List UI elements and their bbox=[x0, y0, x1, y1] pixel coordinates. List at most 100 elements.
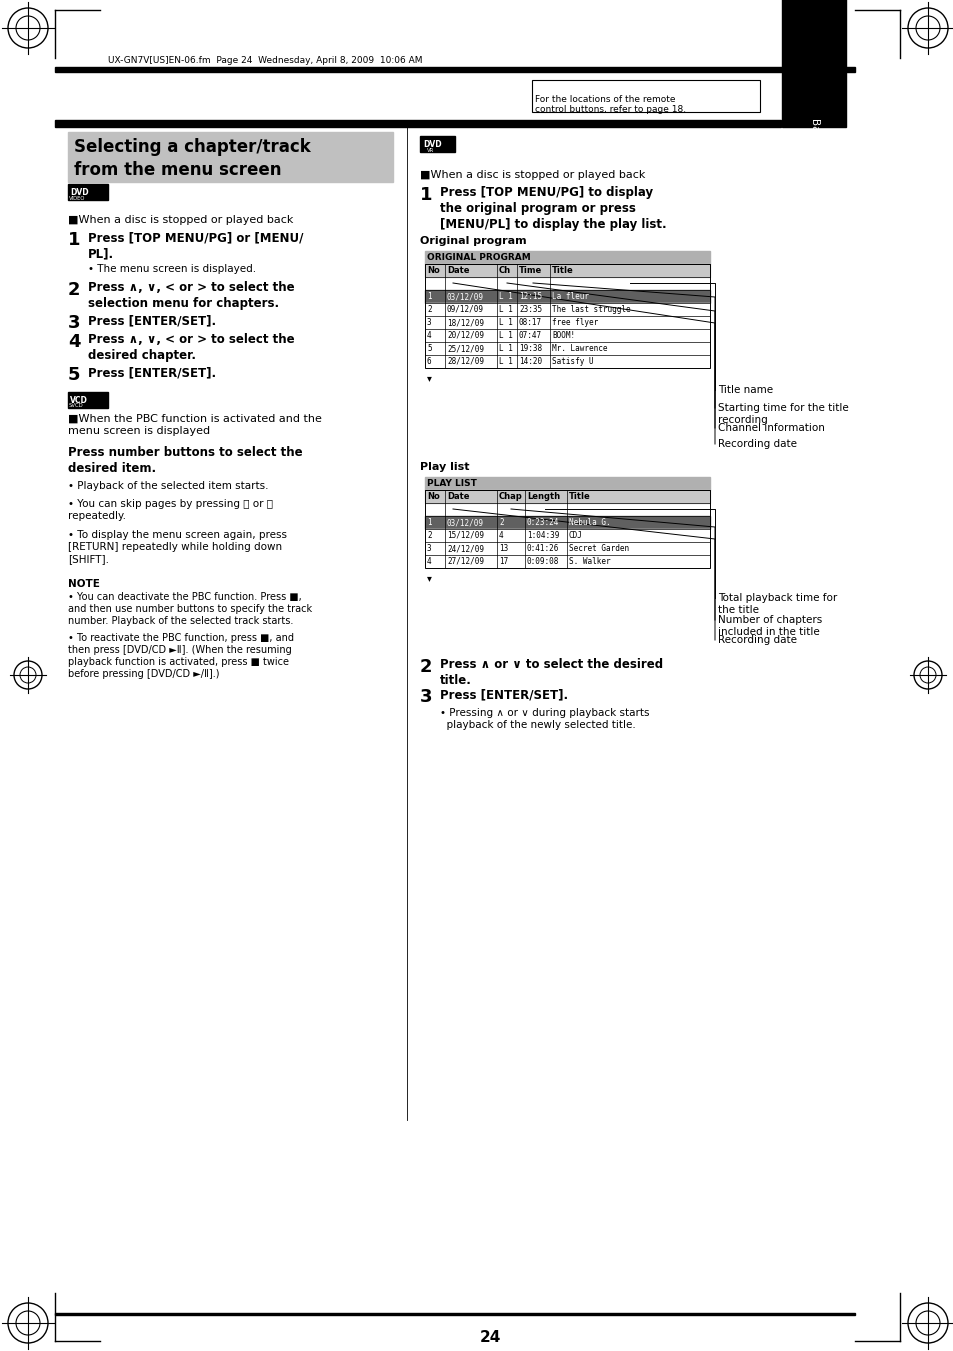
Text: For the locations of the remote
control buttons, refer to page 18.: For the locations of the remote control … bbox=[535, 95, 685, 115]
Text: Title: Title bbox=[568, 492, 590, 501]
Text: Title: Title bbox=[552, 266, 573, 276]
Bar bbox=[424, 555, 709, 567]
Text: 03/12/09: 03/12/09 bbox=[447, 517, 483, 527]
Text: Ch: Ch bbox=[498, 266, 511, 276]
Text: 2: 2 bbox=[427, 531, 431, 540]
Text: 6: 6 bbox=[427, 357, 431, 366]
Text: ■When a disc is stopped or played back: ■When a disc is stopped or played back bbox=[68, 215, 294, 226]
Text: 18/12/09: 18/12/09 bbox=[447, 317, 483, 327]
Text: • Pressing ∧ or ∨ during playback starts
  playback of the newly selected title.: • Pressing ∧ or ∨ during playback starts… bbox=[439, 708, 649, 731]
Text: Selecting a chapter/track
from the menu screen: Selecting a chapter/track from the menu … bbox=[74, 138, 311, 178]
Bar bbox=[424, 490, 709, 503]
Text: 09/12/09: 09/12/09 bbox=[447, 305, 483, 313]
Text: BOOM!: BOOM! bbox=[552, 331, 575, 340]
Text: 4: 4 bbox=[68, 332, 80, 351]
Text: 28/12/09: 28/12/09 bbox=[447, 357, 483, 366]
Text: 0:41:26: 0:41:26 bbox=[526, 544, 558, 553]
Text: 03/12/09: 03/12/09 bbox=[447, 292, 483, 301]
Bar bbox=[424, 477, 709, 490]
Bar bbox=[424, 355, 709, 367]
Text: Length: Length bbox=[526, 492, 559, 501]
Bar bbox=[424, 303, 709, 316]
Text: 20/12/09: 20/12/09 bbox=[447, 331, 483, 340]
Text: L 1: L 1 bbox=[498, 345, 513, 353]
Text: 5: 5 bbox=[68, 366, 80, 384]
Bar bbox=[781, 0, 845, 127]
Text: 2: 2 bbox=[498, 517, 503, 527]
Text: 0:23:24: 0:23:24 bbox=[526, 517, 558, 527]
Text: UX-GN7V[US]EN-06.fm  Page 24  Wednesday, April 8, 2009  10:06 AM: UX-GN7V[US]EN-06.fm Page 24 Wednesday, A… bbox=[108, 55, 422, 65]
Text: • To reactivate the PBC function, press ■, and
then press [DVD/CD ►Ⅱ]. (When the: • To reactivate the PBC function, press … bbox=[68, 634, 294, 680]
Bar bbox=[424, 263, 709, 277]
Text: 2: 2 bbox=[419, 658, 432, 676]
Text: ■When the PBC function is activated and the
menu screen is displayed: ■When the PBC function is activated and … bbox=[68, 413, 321, 436]
Text: 17: 17 bbox=[498, 557, 508, 566]
Bar bbox=[424, 342, 709, 355]
Text: DVD: DVD bbox=[422, 141, 441, 149]
Text: 1: 1 bbox=[68, 231, 80, 249]
Bar bbox=[424, 316, 709, 330]
Text: 2: 2 bbox=[427, 305, 431, 313]
Text: Starting time for the title
recording: Starting time for the title recording bbox=[718, 403, 848, 424]
Bar bbox=[419, 136, 455, 153]
Text: 25/12/09: 25/12/09 bbox=[447, 345, 483, 353]
Text: Basic operations of disc/file playback: Basic operations of disc/file playback bbox=[809, 118, 820, 312]
Text: 0:09:08: 0:09:08 bbox=[526, 557, 558, 566]
Text: Press number buttons to select the
desired item.: Press number buttons to select the desir… bbox=[68, 446, 302, 476]
Text: La fleur: La fleur bbox=[552, 292, 588, 301]
Text: L 1: L 1 bbox=[498, 357, 513, 366]
Text: Recording date: Recording date bbox=[718, 439, 796, 449]
Text: Press [TOP MENU/PG] to display
the original program or press
[MENU/PL] to displa: Press [TOP MENU/PG] to display the origi… bbox=[439, 186, 666, 231]
Text: Press ∧, ∨, < or > to select the
desired chapter.: Press ∧, ∨, < or > to select the desired… bbox=[88, 332, 294, 362]
Text: The last struggle: The last struggle bbox=[552, 305, 630, 313]
Text: free flyer: free flyer bbox=[552, 317, 598, 327]
Text: Press ∧, ∨, < or > to select the
selection menu for chapters.: Press ∧, ∨, < or > to select the selecti… bbox=[88, 281, 294, 309]
Text: 07:47: 07:47 bbox=[518, 331, 541, 340]
Bar bbox=[424, 542, 709, 555]
Text: • Playback of the selected item starts.: • Playback of the selected item starts. bbox=[68, 481, 268, 490]
Text: VIDEO: VIDEO bbox=[69, 196, 85, 201]
Bar bbox=[55, 68, 854, 72]
Text: 24: 24 bbox=[478, 1329, 500, 1346]
Text: • The menu screen is displayed.: • The menu screen is displayed. bbox=[88, 263, 255, 274]
Text: • You can deactivate the PBC function. Press ■,
and then use number buttons to s: • You can deactivate the PBC function. P… bbox=[68, 592, 312, 626]
Text: 2: 2 bbox=[68, 281, 80, 299]
Text: ORIGINAL PROGRAM: ORIGINAL PROGRAM bbox=[427, 253, 530, 262]
Bar bbox=[424, 290, 709, 303]
Text: L 1: L 1 bbox=[498, 331, 513, 340]
Text: L 1: L 1 bbox=[498, 305, 513, 313]
Text: 4: 4 bbox=[427, 557, 431, 566]
Text: Date: Date bbox=[447, 266, 469, 276]
FancyBboxPatch shape bbox=[532, 80, 760, 112]
Text: 1:04:39: 1:04:39 bbox=[526, 531, 558, 540]
Text: • To display the menu screen again, press
[RETURN] repeatedly while holding down: • To display the menu screen again, pres… bbox=[68, 530, 287, 563]
Text: 3: 3 bbox=[68, 313, 80, 332]
Bar bbox=[55, 1313, 854, 1315]
Text: Original program: Original program bbox=[419, 236, 526, 246]
Text: No: No bbox=[427, 266, 439, 276]
Text: Satisfy U: Satisfy U bbox=[552, 357, 593, 366]
Bar bbox=[68, 184, 108, 200]
Text: CDJ: CDJ bbox=[568, 531, 582, 540]
Text: Total playback time for
the title: Total playback time for the title bbox=[718, 593, 837, 615]
Bar bbox=[424, 530, 709, 542]
Text: Chap: Chap bbox=[498, 492, 522, 501]
Text: 15/12/09: 15/12/09 bbox=[447, 531, 483, 540]
Bar bbox=[68, 392, 108, 408]
Text: 4: 4 bbox=[427, 331, 431, 340]
Text: 23:35: 23:35 bbox=[518, 305, 541, 313]
Text: Number of chapters
included in the title: Number of chapters included in the title bbox=[718, 615, 821, 636]
Text: 3: 3 bbox=[427, 317, 431, 327]
Text: Recording date: Recording date bbox=[718, 635, 796, 644]
Text: 27/12/09: 27/12/09 bbox=[447, 557, 483, 566]
Text: VR: VR bbox=[427, 149, 434, 153]
Text: Press [ENTER/SET].: Press [ENTER/SET]. bbox=[88, 313, 216, 327]
Text: L 1: L 1 bbox=[498, 292, 513, 301]
Text: Title name: Title name bbox=[718, 385, 772, 394]
Text: ▾: ▾ bbox=[427, 373, 432, 382]
Bar bbox=[424, 251, 709, 263]
Text: 19:38: 19:38 bbox=[518, 345, 541, 353]
Text: 5: 5 bbox=[427, 345, 431, 353]
Text: Nebula G.: Nebula G. bbox=[568, 517, 610, 527]
Text: 13: 13 bbox=[498, 544, 508, 553]
